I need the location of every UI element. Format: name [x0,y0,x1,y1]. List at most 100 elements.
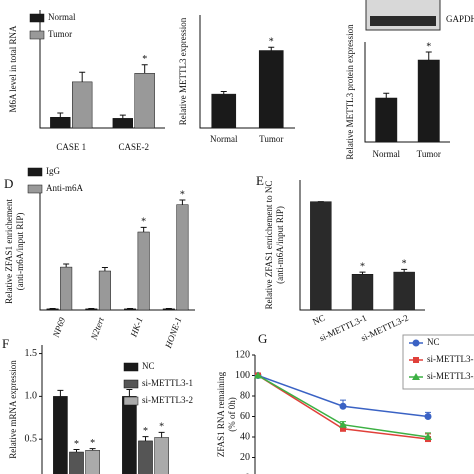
legend-swatch [29,13,45,23]
legend-label: si-METTL3-1 [427,354,474,364]
legend-marker [412,373,420,380]
error-bar [142,436,149,441]
error-bar [425,51,432,60]
y-tick-label: 1.0 [25,391,38,402]
y-axis-label: Relative ZFAS1 enrichement to NC [264,181,274,310]
point [424,413,432,420]
panel-letter: G [258,331,267,346]
legend-label: IgG [46,166,60,176]
bar [137,231,150,311]
legend-swatch [27,184,43,194]
blot-label: GAPDH [446,14,474,24]
bar [53,396,68,474]
y-tick-label: 60 [240,411,250,422]
axis-line [299,180,425,311]
error-bar [158,431,165,438]
bar [176,204,189,311]
point [340,425,346,432]
bar [122,396,137,474]
error-bar [63,263,70,268]
legend-swatch [27,167,43,177]
bar [211,93,237,129]
bar [46,308,59,311]
significance: * [143,426,148,437]
significance: * [74,439,79,450]
legend-label: Anti-m6A [46,183,83,193]
x-tick-label: Normal [210,134,238,144]
x-tick-label: Normal [373,149,401,159]
x-tick-label: CASE 1 [56,142,86,152]
legend-marker [412,339,420,347]
error-bar [73,448,80,453]
error-bar [57,389,64,397]
bar [375,97,398,143]
y-axis-label: (% of 0h) [227,397,237,432]
bar [112,118,133,129]
x-tick-label: N2tert [88,316,106,342]
y-axis-label: Relative ZFAS1 enrichement [4,199,14,304]
point [339,402,347,410]
y-tick-label: 40 [240,431,250,442]
bar [50,117,71,129]
legend-label: NC [142,361,155,371]
legend-label: Normal [48,12,76,22]
y-tick-label: 100 [235,370,250,381]
error-bar [126,389,133,397]
bar [60,266,73,311]
error-bar [57,112,64,118]
x-tick-label: Tumor [417,149,441,159]
significance: * [360,261,365,272]
significance: * [402,259,407,270]
x-tick-label: NC [311,313,327,327]
x-tick-label: Tumor [259,134,283,144]
significance: * [142,54,147,65]
axis-line [41,345,43,474]
panel-letter: D [4,176,13,191]
y-axis-label: ZFAS1 RNA remaining [216,371,226,457]
error-bar [179,199,186,205]
y-tick-label: 1.5 [25,348,38,359]
legend-swatch [123,362,139,372]
x-tick-label: si-METTL3-2 [359,313,409,344]
panel-letter: E [256,173,264,188]
legend-swatch [123,396,139,406]
legend-label: si-METTL3-1 [142,378,193,388]
bar [417,59,440,143]
error-bar [359,271,366,275]
y-axis-label: (anti-m6A/input RIP) [15,213,25,291]
x-tick-label: HK-1 [128,316,145,339]
bar [154,437,169,474]
bar [393,271,415,311]
point [254,371,262,379]
point [339,420,347,428]
bar [138,440,153,474]
y-tick-label: 20 [240,452,250,463]
bar [310,201,332,311]
y-axis-label: (anti-m6A/input RIP) [275,206,285,284]
y-tick-label: 0.5 [25,433,38,444]
panel-letter: F [2,336,9,351]
error-bar [119,114,126,119]
bar [258,50,284,129]
error-bar [89,448,96,451]
y-tick-label: 120 [235,349,250,360]
error-bar [101,266,108,271]
legend-swatch [29,30,45,40]
y-tick-label: 80 [240,390,250,401]
error-bar [268,46,275,51]
bar [351,274,374,311]
y-axis-label: Relative METTL3 protein expression [345,24,355,160]
y-axis-label: M6A level in total RNA [8,25,18,112]
point [424,433,432,440]
blot-band [370,16,436,26]
x-tick-label: NP69 [50,316,67,340]
significance: * [180,189,185,200]
error-bar [140,226,147,232]
bar [124,308,137,311]
legend-label: Tumor [48,29,72,39]
error-bar [401,268,408,273]
bar [85,450,100,474]
bar [134,73,155,129]
significance: * [141,217,146,228]
